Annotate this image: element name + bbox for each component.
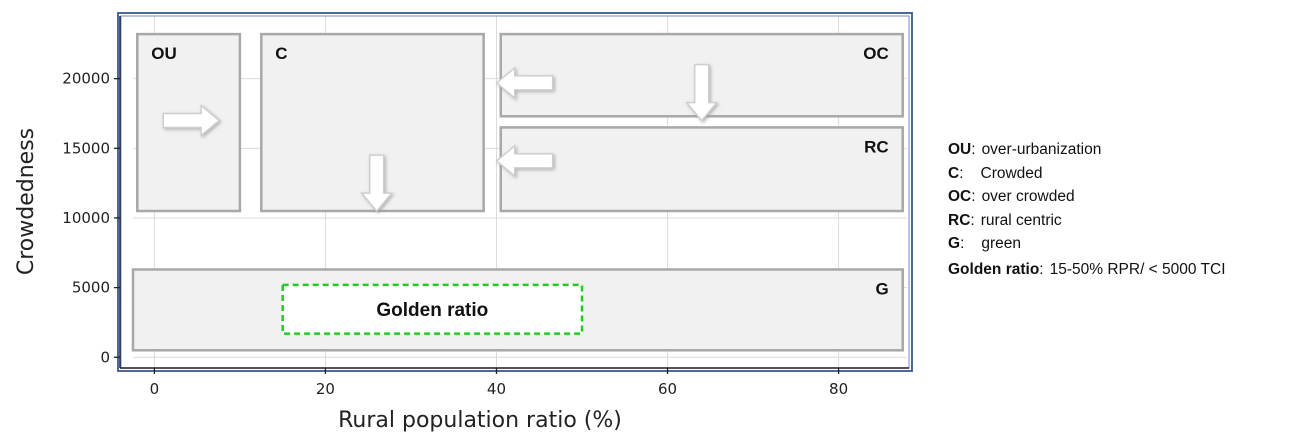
arrow-down-icon	[685, 63, 719, 122]
legend-key: Golden ratio	[948, 260, 1040, 278]
golden-ratio-label: Golden ratio	[376, 300, 488, 321]
zone-label-rc: RC	[864, 137, 889, 156]
legend-text: rural centric	[980, 211, 1062, 229]
legend-separator: :	[971, 141, 976, 158]
x-tick-label: 40	[487, 380, 506, 398]
zone-label-g: G	[875, 280, 888, 299]
arrow-left-icon	[495, 144, 554, 178]
arrows	[162, 63, 719, 213]
legend-item: RC: rural centric	[948, 209, 1293, 233]
legend-text: over crowded	[981, 188, 1075, 205]
axes: 0 20 40 60 80 0 5000 10000 15000 20000 Rural popul…	[14, 16, 909, 433]
legend-separator: :	[960, 235, 965, 252]
golden-ratio-region: Golden ratio	[281, 283, 584, 335]
x-axis-label: Rural population ratio (%)	[338, 408, 622, 433]
frame-outer	[117, 12, 913, 372]
legend-text: green	[981, 235, 1022, 252]
legend-key: G	[948, 235, 961, 252]
legend-key: OU	[948, 141, 972, 158]
y-tick-label: 5000	[72, 279, 110, 297]
legend: OU: over-urbanization C: Crowded OC: over cro…	[948, 138, 1293, 281]
y-tick-label: 15000	[62, 139, 110, 157]
zone-rc	[499, 126, 904, 213]
legend-separator: :	[1039, 260, 1044, 278]
x-tick-label: 20	[316, 380, 335, 398]
zone-label-ou: OU	[151, 44, 177, 63]
x-tick-label: 80	[829, 380, 848, 398]
zones: OU C OC RC G	[131, 32, 904, 352]
legend-key: C	[948, 164, 960, 182]
legend-text: Crowded	[980, 164, 1043, 182]
legend-item: Golden ratio: 15-50% RPR/ < 5000 TCI	[948, 258, 1293, 282]
legend-text: 15-50% RPR/ < 5000 TCI	[1049, 260, 1226, 278]
legend-item: C: Crowded	[948, 162, 1293, 186]
legend-separator: :	[970, 211, 975, 229]
y-tick-label: 10000	[62, 209, 110, 227]
x-tick-label: 60	[658, 380, 677, 398]
legend-separator: :	[959, 164, 964, 182]
arrow-down-icon	[360, 154, 394, 213]
arrow-left-icon	[495, 66, 554, 100]
arrow-right-icon	[162, 103, 221, 138]
legend-separator: :	[971, 188, 976, 205]
y-axis-label: Crowdedness	[14, 128, 39, 275]
golden-ratio-box	[281, 283, 584, 335]
x-tick-label: 0	[150, 380, 160, 398]
legend-item: OU: over-urbanization	[948, 138, 1293, 162]
legend-item: OC: over crowded	[948, 185, 1293, 209]
legend-item: G: green	[948, 232, 1293, 256]
legend-text: over-urbanization	[981, 141, 1102, 158]
legend-key: RC	[948, 211, 971, 229]
zone-label-c: C	[275, 44, 287, 63]
legend-key: OC	[948, 188, 972, 205]
y-tick-label: 20000	[62, 70, 110, 88]
zone-label-oc: OC	[863, 44, 889, 63]
y-tick-label: 0	[100, 348, 110, 366]
